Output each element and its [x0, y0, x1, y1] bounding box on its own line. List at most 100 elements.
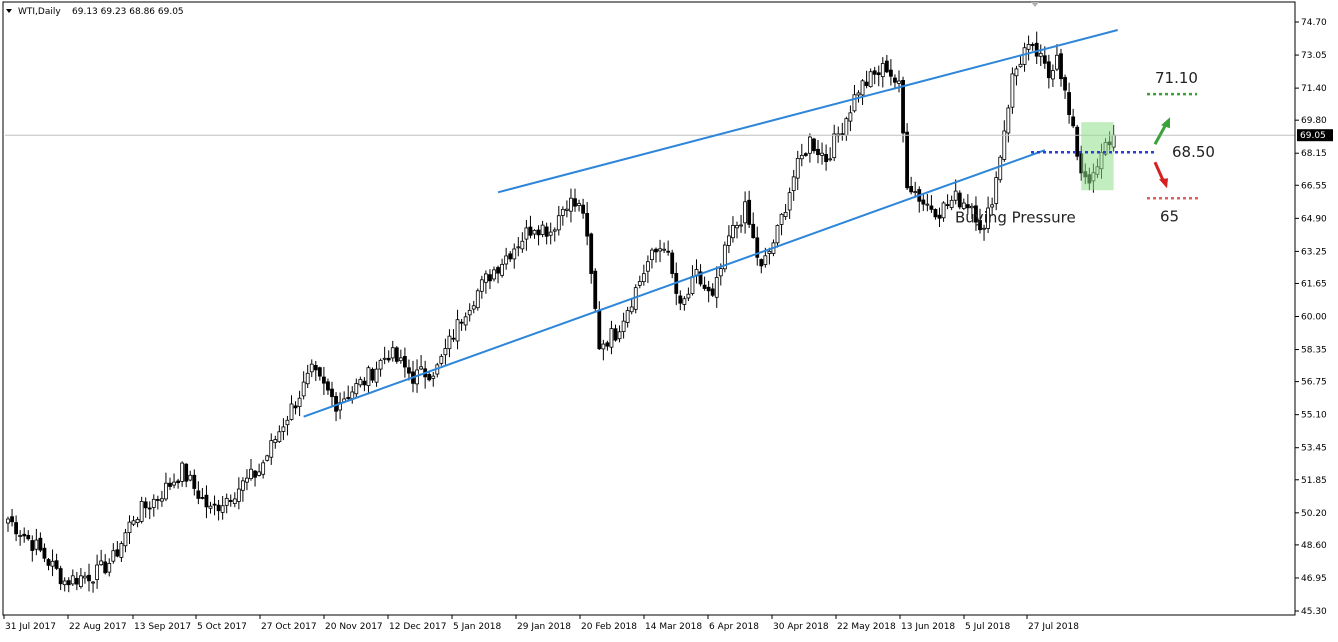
candle-body-bullish [504, 255, 509, 265]
candle [1055, 44, 1059, 72]
candle [650, 247, 654, 269]
candle [735, 221, 739, 239]
candle [30, 535, 35, 562]
candle-body-bearish [407, 367, 411, 374]
candle [787, 187, 792, 219]
candle [228, 494, 233, 507]
candle [34, 528, 39, 556]
x-axis: 31 Jul 2017 22 Aug 2017 13 Sep 2017 5 Oct 2… [3, 2, 1079, 632]
candle-body-bearish [58, 568, 63, 585]
candle [119, 541, 124, 562]
candle [832, 124, 837, 162]
candle-body-bullish [641, 273, 646, 283]
candle [1059, 48, 1063, 87]
candle [544, 222, 549, 245]
candle [289, 395, 294, 421]
candle-body-bearish [889, 69, 893, 77]
candle [824, 144, 828, 171]
dropdown-triangle-icon[interactable] [6, 9, 12, 13]
candle [775, 224, 780, 248]
candle [212, 495, 217, 516]
candle-body-bearish [38, 537, 43, 551]
candle [646, 255, 650, 283]
x-tick-label: 13 Sep 2017 [134, 622, 191, 632]
candle-body-bearish [168, 482, 172, 487]
candles-group [6, 31, 1116, 593]
candle-body-bullish [285, 419, 290, 426]
y-tick-label: 53.45 [1301, 444, 1327, 454]
candle [508, 250, 513, 262]
y-axis: 74.70 73.05 71.40 69.80 68.15 66.55 64.90 63.25… [1294, 2, 1333, 617]
candle-body-bullish [151, 498, 156, 508]
candle-body-bearish [66, 580, 71, 586]
candle-body-bullish [471, 305, 476, 310]
candle [945, 194, 950, 210]
candle-body-bullish [852, 94, 857, 112]
candle [860, 79, 865, 105]
candle-body-bullish [731, 225, 735, 239]
candle-body-bearish [702, 284, 707, 289]
x-tick-label: 31 Jul 2017 [5, 622, 56, 632]
candle [459, 318, 464, 331]
candle [386, 350, 391, 363]
candle [172, 473, 176, 489]
candle [192, 469, 197, 496]
candle [326, 378, 330, 395]
candle-body-bullish [512, 248, 517, 260]
candle [743, 191, 747, 234]
candle-body-bullish [961, 202, 966, 209]
candle [641, 264, 646, 286]
candle [941, 201, 946, 222]
candle [974, 196, 978, 231]
candle [747, 190, 752, 228]
candle-body-bearish [678, 295, 683, 304]
candle [143, 497, 148, 518]
candle [633, 284, 638, 314]
candle [560, 206, 565, 226]
candle-body-bearish [666, 250, 671, 253]
candle [982, 224, 986, 241]
y-tick-label: 48.60 [1301, 541, 1327, 551]
y-tick-label: 60.00 [1301, 313, 1327, 323]
candle [1018, 55, 1023, 68]
candle [42, 543, 47, 562]
candle-body-bullish [269, 440, 274, 458]
x-tick-label: 5 Oct 2017 [197, 622, 247, 632]
candle [897, 70, 901, 93]
candle-body-bullish [354, 383, 359, 395]
candle-body-bullish [779, 213, 784, 225]
candle [739, 214, 743, 233]
candle-body-bullish [662, 248, 666, 251]
candle [483, 270, 488, 294]
candle [884, 54, 889, 74]
candle [1014, 65, 1019, 86]
candle-body-bullish [398, 357, 403, 362]
candle-body-bullish [690, 276, 695, 294]
candle-body-bullish [1026, 44, 1031, 50]
candle [147, 501, 152, 520]
candle [901, 76, 905, 143]
candle-body-bullish [868, 71, 873, 88]
candle-body-bearish [115, 549, 120, 557]
candle [589, 232, 594, 284]
candle [1002, 120, 1007, 162]
candle-body-bullish [516, 246, 521, 249]
candle [783, 204, 788, 220]
candle-body-bearish [597, 310, 602, 350]
candle-body-bearish [204, 494, 209, 508]
overlays-group: Buying Pressure 71.10 68.50 65 [5, 29, 1295, 418]
candle-body-bullish [1018, 63, 1023, 68]
candle-body-bearish [26, 534, 31, 540]
candle-body-bullish [682, 298, 687, 305]
candle [362, 377, 367, 392]
candle [402, 347, 407, 378]
candle [1051, 64, 1055, 87]
candle [905, 123, 909, 190]
candle-body-bullish [1014, 68, 1019, 77]
candle-body-bearish [103, 561, 108, 574]
candle [159, 490, 164, 507]
candle-body-bullish [224, 497, 229, 506]
ohlc-readout: 69.13 69.23 68.86 69.05 [72, 7, 184, 17]
candle-body-bullish [350, 391, 355, 399]
